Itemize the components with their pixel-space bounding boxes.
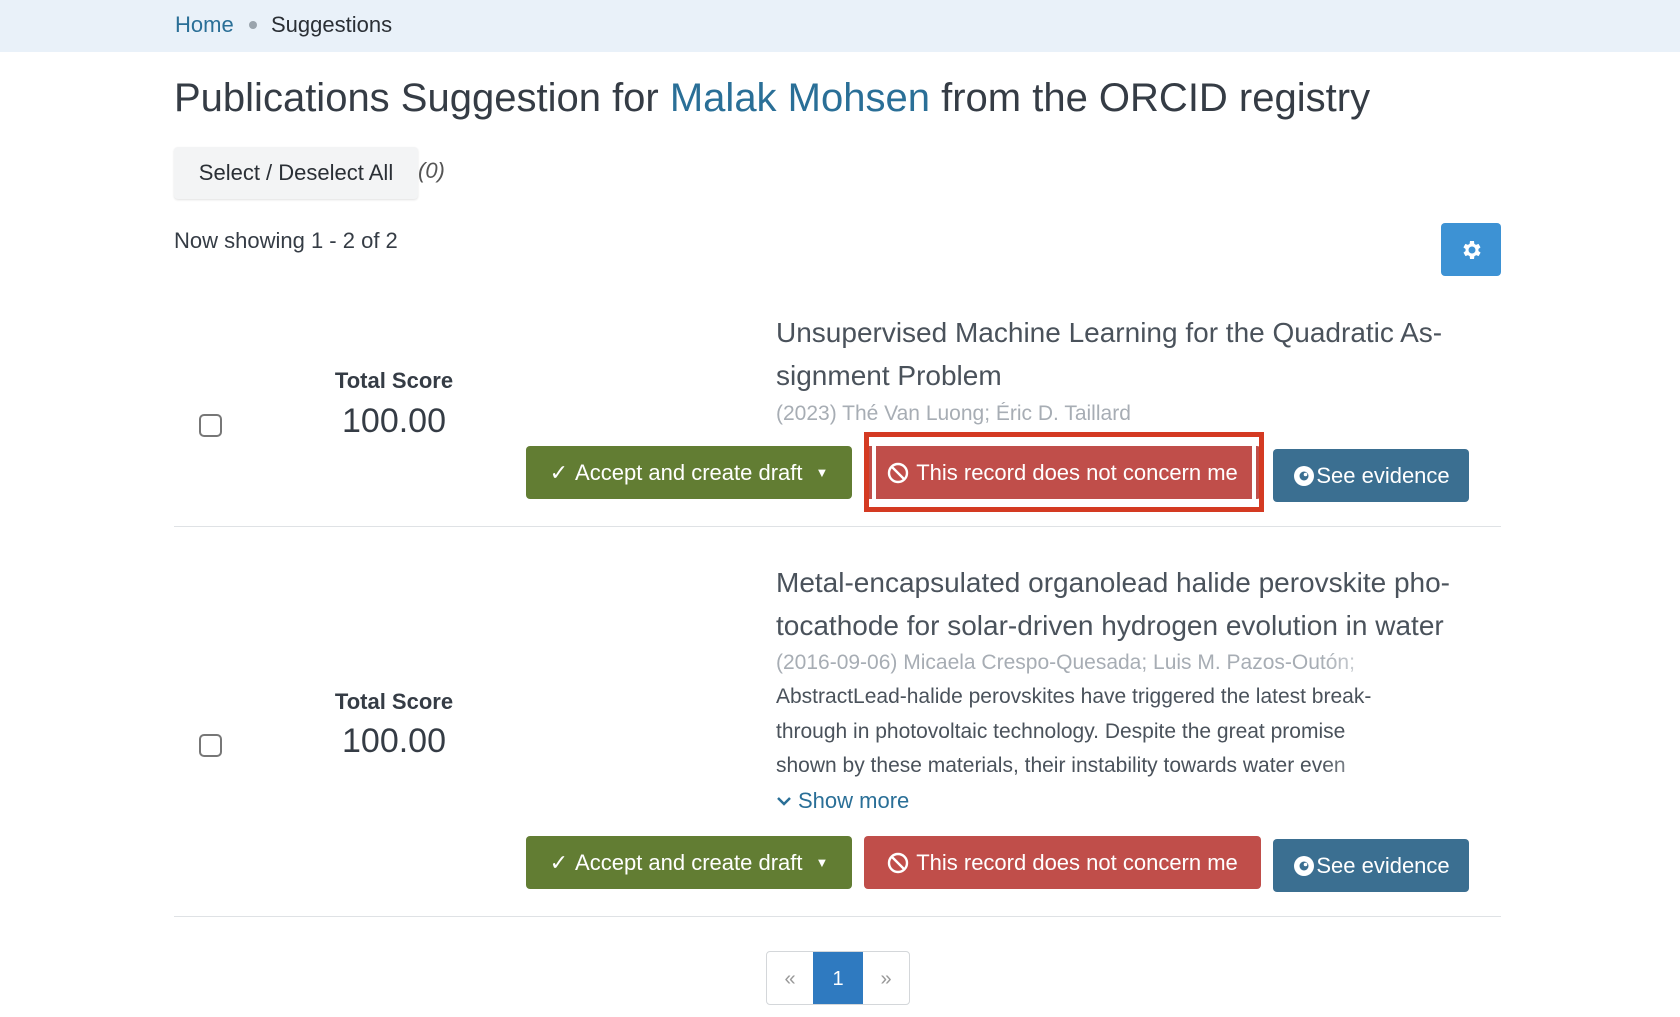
reject-label: This record does not concern me [916,849,1238,875]
total-score-label: Total Score [334,368,454,393]
publication-authors: (2023) Thé Van Luong; Éric D. Taillard [776,402,1131,425]
settings-button[interactable] [1441,223,1501,276]
evidence-label: See evidence [1316,462,1450,488]
ban-icon [887,852,909,873]
total-score-label: Total Score [334,689,454,714]
title-suffix: from the ORCID registry [929,76,1371,120]
show-more-link[interactable]: Show more [776,788,909,814]
title-prefix: Publications Suggestion for [174,76,670,120]
accept-create-draft-button[interactable]: ✓ Accept and create draft ▼ [526,446,852,499]
suggestion-checkbox[interactable] [199,734,222,757]
gear-icon [1463,240,1481,259]
see-evidence-button[interactable]: See evidence [1273,449,1469,502]
check-icon: ✓ [549,849,569,875]
abstract-line: through in photovoltaic technology. Desp… [776,719,1346,743]
breadcrumb-separator [249,21,257,29]
select-deselect-all-button[interactable]: Select / Deselect All [174,147,418,199]
page-title: Publications Suggestion for Malak Mohsen… [174,76,1370,121]
eye-icon [1294,465,1315,486]
reject-label: This record does not concern me [916,459,1238,485]
eye-icon [1294,855,1315,876]
chevron-down-icon [777,797,791,806]
publication-authors: (2016-09-06) Micaela Crespo-Quesada; Lui… [776,651,1355,674]
suggestion-checkbox[interactable] [199,414,222,437]
total-score-value: 100.00 [342,722,446,760]
check-icon: ✓ [549,459,569,485]
pagination-page-1[interactable]: 1 [813,952,863,1004]
row-divider [174,526,1501,527]
evidence-label: See evidence [1316,852,1450,878]
reject-record-button[interactable]: This record does not concern me [864,836,1261,889]
breadcrumb: Home Suggestions [0,0,1680,52]
abstract-line: shown by these materials, their instabil… [776,754,1346,777]
caret-down-icon: ▼ [815,855,829,870]
publication-title: Metal-encapsulated organolead halide per… [776,567,1450,641]
reject-record-button[interactable]: This record does not concern me [864,446,1261,499]
pagination-next[interactable]: » [880,968,892,990]
see-evidence-button[interactable]: See evidence [1273,839,1469,892]
publication-title: Unsupervised Machine Learning for the Qu… [776,317,1443,391]
publication-abstract: AbstractLead-halide perovskites have tri… [776,680,1446,784]
breadcrumb-current: Suggestions [271,12,393,37]
breadcrumb-home-link[interactable]: Home [175,12,234,37]
accept-create-draft-button[interactable]: ✓ Accept and create draft ▼ [526,836,852,889]
accept-label: Accept and create draft [575,849,803,875]
pagination-prev[interactable]: « [784,968,796,990]
selected-count: (0) [418,158,445,183]
showing-count: Now showing 1 - 2 of 2 [174,228,398,253]
abstract-line: AbstractLead-halide perovskites have tri… [776,685,1372,708]
show-more-label: Show more [798,788,910,813]
accept-label: Accept and create draft [575,459,803,485]
ban-icon [887,462,909,483]
person-name: Malak Mohsen [669,76,930,120]
caret-down-icon: ▼ [815,465,829,480]
row-divider [174,916,1501,917]
total-score-value: 100.00 [342,402,446,440]
pagination: « 1 » [766,951,910,1005]
